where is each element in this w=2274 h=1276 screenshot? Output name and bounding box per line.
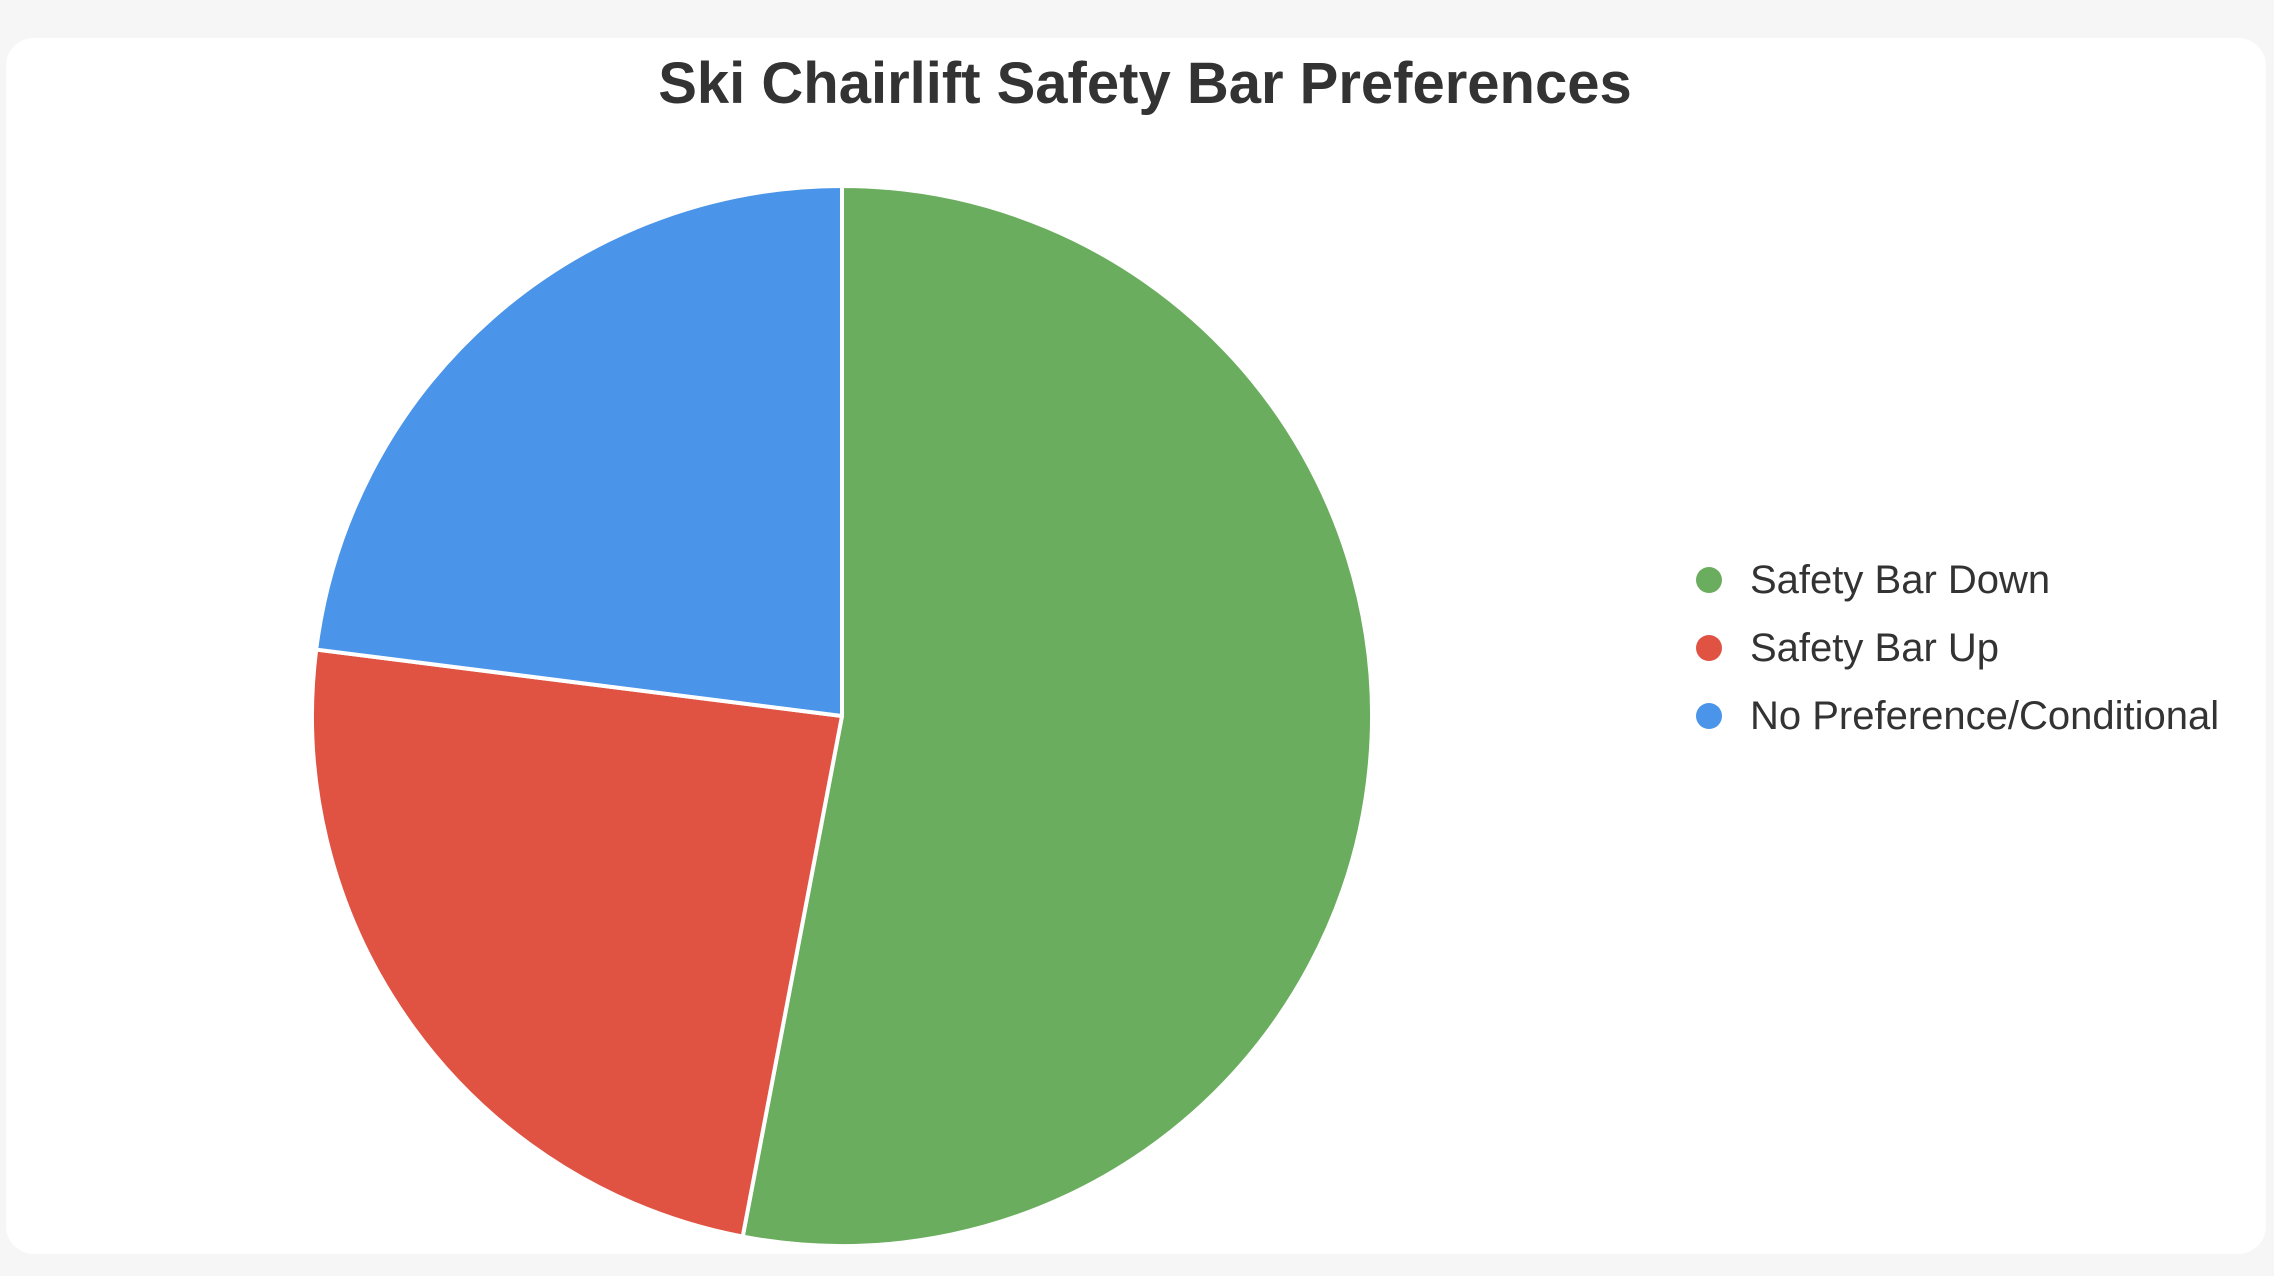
legend-swatch-safety-bar-down: [1696, 567, 1722, 593]
legend-item-safety-bar-down[interactable]: Safety Bar Down: [1696, 546, 2219, 614]
chart-legend: Safety Bar Down Safety Bar Up No Prefere…: [1696, 546, 2219, 750]
legend-item-no-preference[interactable]: No Preference/Conditional: [1696, 682, 2219, 750]
legend-swatch-safety-bar-up: [1696, 635, 1722, 661]
legend-swatch-no-preference: [1696, 703, 1722, 729]
legend-label-no-preference: No Preference/Conditional: [1750, 693, 2220, 738]
pie-slice-safety-bar-up[interactable]: [310, 647, 844, 1239]
pie-slice-no-preference-conditional[interactable]: [314, 184, 844, 718]
legend-label-safety-bar-down: Safety Bar Down: [1750, 557, 2051, 602]
pie-slice-safety-bar-down[interactable]: [740, 184, 1374, 1248]
legend-label-safety-bar-up: Safety Bar Up: [1750, 625, 2000, 670]
legend-item-safety-bar-up[interactable]: Safety Bar Up: [1696, 614, 2219, 682]
chart-title: Ski Chairlift Safety Bar Preferences: [658, 51, 1632, 116]
pie-slices: [310, 184, 1374, 1248]
